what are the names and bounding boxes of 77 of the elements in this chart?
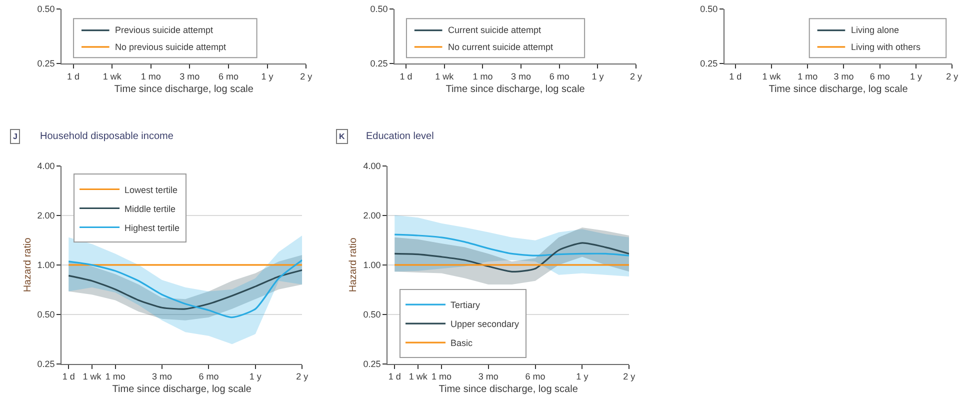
x-tick-label: 2 y (946, 71, 959, 82)
x-tick-label: 6 mo (198, 372, 219, 382)
y-tick-label: 2.00 (37, 210, 55, 221)
chart-title: Household disposable income (40, 131, 174, 142)
x-tick-label: 1 wk (435, 71, 454, 82)
y-tick-label: 0.25 (700, 58, 718, 69)
x-tick-label: 1 y (249, 372, 262, 382)
legend-label: Tertiary (450, 300, 481, 310)
y-tick-label: 4.00 (37, 161, 55, 172)
x-axis-title: Time since discharge, log scale (768, 84, 908, 95)
x-tick-label: 2 y (623, 372, 636, 382)
legend-label: Middle tertile (124, 204, 176, 214)
y-tick-label: 0.50 (37, 4, 55, 14)
x-tick-label: 2 y (300, 71, 313, 82)
y-tick-label: 0.25 (37, 58, 55, 69)
y-tick-label: 1.00 (37, 260, 55, 270)
text: K (339, 132, 345, 141)
legend-label: Upper secondary (450, 319, 520, 330)
y-tick-label: 0.25 (370, 58, 388, 69)
x-tick-label: 3 mo (511, 71, 532, 82)
legend-label: No previous suicide attempt (115, 42, 227, 52)
legend-label: Previous suicide attempt (115, 25, 214, 35)
x-tick-label: 6 mo (549, 71, 570, 82)
y-tick-label: 0.25 (363, 359, 381, 370)
x-axis-title: Time since discharge, log scale (114, 84, 254, 95)
x-tick-label: 1 mo (472, 71, 493, 82)
y-tick-label: 1.00 (363, 260, 381, 270)
y-tick-label: 0.25 (37, 359, 55, 370)
x-axis-title: Time since discharge, log scale (446, 84, 586, 95)
x-tick-label: 1 y (592, 71, 604, 82)
y-axis-title: Hazard ratio (348, 237, 360, 292)
x-tick-label: 1 mo (798, 71, 818, 82)
legend-label: Current suicide attempt (448, 25, 542, 35)
x-tick-label: 6 mo (870, 71, 890, 82)
x-tick-label: 1 y (576, 372, 589, 382)
line-series (394, 234, 630, 256)
y-axis-title: Hazard ratio (22, 237, 34, 292)
y-tick-label: 4.00 (363, 161, 381, 172)
x-tick-label: 6 mo (525, 372, 546, 382)
legend-label: Living with others (851, 42, 922, 52)
x-tick-label: 1 wk (762, 71, 782, 82)
x-tick-label: 1 d (388, 372, 401, 382)
x-tick-label: 1 y (261, 71, 274, 82)
text: J (13, 132, 18, 141)
x-tick-label: 1 wk (82, 372, 102, 382)
x-tick-label: 1 mo (432, 372, 452, 382)
x-tick-label: 1 d (62, 372, 75, 382)
legend-label: No current suicide attempt (448, 42, 554, 52)
y-tick-label: 0.50 (700, 4, 718, 14)
legend-label: Lowest tertile (124, 184, 178, 195)
x-tick-label: 1 wk (408, 372, 428, 382)
x-axis-title: Time since discharge, log scale (112, 384, 252, 396)
x-tick-label: 3 mo (478, 372, 498, 382)
x-tick-label: 1 wk (102, 71, 122, 82)
x-tick-label: 1 d (729, 71, 742, 82)
x-tick-label: 1 mo (140, 71, 161, 82)
line-series (394, 242, 630, 272)
legend-label: Highest tertile (124, 222, 180, 233)
y-tick-label: 0.50 (37, 310, 55, 320)
y-tick-label: 0.50 (370, 4, 388, 14)
line-series (68, 269, 302, 310)
y-tick-label: 0.50 (363, 310, 381, 320)
x-tick-label: 2 y (630, 71, 643, 82)
x-tick-label: 1 d (400, 71, 412, 82)
x-tick-label: 6 mo (218, 71, 238, 82)
x-tick-label: 1 y (910, 71, 922, 82)
x-tick-label: 3 mo (180, 71, 200, 82)
x-axis-title: Time since discharge, log scale (438, 384, 578, 396)
legend-label: Basic (450, 338, 474, 348)
x-tick-label: 1 mo (105, 372, 126, 382)
chart-title: Education level (366, 131, 434, 142)
legend-label: Living alone (851, 25, 900, 35)
x-tick-label: 3 mo (152, 372, 172, 382)
y-tick-label: 2.00 (363, 210, 381, 221)
x-tick-label: 1 d (67, 71, 80, 82)
x-tick-label: 2 y (296, 372, 309, 382)
x-tick-label: 3 mo (834, 71, 854, 82)
